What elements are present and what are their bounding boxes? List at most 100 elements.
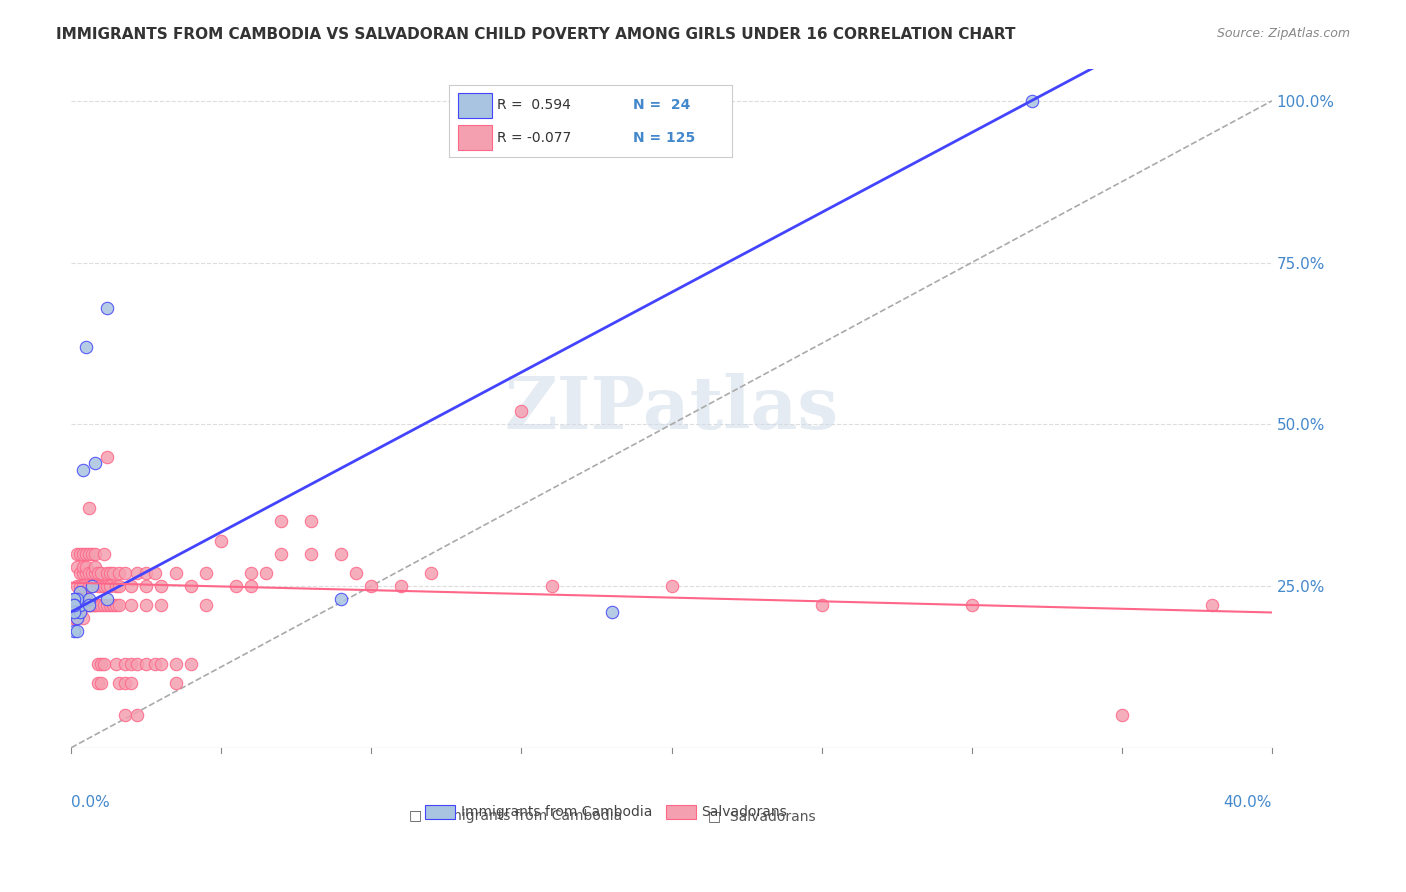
Point	[63, 605, 86, 619]
Point	[108, 579, 131, 593]
Point	[90, 599, 112, 613]
Point	[93, 599, 115, 613]
Point	[127, 657, 149, 671]
Point	[103, 566, 125, 580]
Point	[82, 599, 104, 613]
Point	[270, 547, 292, 561]
Point	[69, 599, 91, 613]
Point	[63, 599, 86, 613]
Point	[84, 547, 107, 561]
Point	[420, 566, 443, 580]
Point	[209, 533, 232, 548]
Point	[127, 566, 149, 580]
Point	[114, 708, 136, 723]
Text: □  Immigrants from Cambodia: □ Immigrants from Cambodia	[409, 809, 621, 822]
Point	[299, 547, 322, 561]
Point	[150, 657, 173, 671]
Point	[72, 559, 94, 574]
Point	[63, 624, 86, 639]
Point	[120, 657, 142, 671]
Point	[72, 579, 94, 593]
Point	[270, 514, 292, 528]
Point	[96, 301, 118, 315]
Point	[69, 605, 91, 619]
Point	[90, 579, 112, 593]
Point	[63, 605, 86, 619]
Point	[69, 599, 91, 613]
Point	[330, 591, 353, 606]
Point	[240, 579, 263, 593]
Point	[225, 579, 247, 593]
Point	[63, 599, 86, 613]
Text: IMMIGRANTS FROM CAMBODIA VS SALVADORAN CHILD POVERTY AMONG GIRLS UNDER 16 CORREL: IMMIGRANTS FROM CAMBODIA VS SALVADORAN C…	[56, 27, 1015, 42]
Point	[150, 599, 173, 613]
Point	[84, 599, 107, 613]
Point	[254, 566, 277, 580]
Point	[98, 599, 121, 613]
Point	[66, 599, 89, 613]
Point	[165, 566, 187, 580]
Point	[82, 599, 104, 613]
Point	[105, 657, 128, 671]
Point	[114, 676, 136, 690]
Text: Salvadorans: Salvadorans	[702, 805, 787, 819]
Point	[84, 456, 107, 470]
Point	[1201, 599, 1223, 613]
Point	[77, 591, 100, 606]
Point	[135, 599, 157, 613]
Point	[69, 585, 91, 599]
Point	[75, 599, 97, 613]
Text: Source: ZipAtlas.com: Source: ZipAtlas.com	[1216, 27, 1350, 40]
Point	[600, 605, 623, 619]
Point	[105, 599, 128, 613]
Point	[195, 566, 218, 580]
Point	[96, 450, 118, 464]
Point	[299, 514, 322, 528]
Point	[108, 566, 131, 580]
Point	[75, 591, 97, 606]
Point	[75, 566, 97, 580]
Point	[108, 599, 131, 613]
Point	[66, 605, 89, 619]
Point	[96, 566, 118, 580]
Point	[77, 566, 100, 580]
Point	[72, 547, 94, 561]
Point	[540, 579, 562, 593]
Point	[96, 579, 118, 593]
Point	[93, 657, 115, 671]
Point	[72, 591, 94, 606]
Point	[135, 566, 157, 580]
Point	[66, 624, 89, 639]
Point	[63, 599, 86, 613]
Text: □  Salvadorans: □ Salvadorans	[707, 809, 815, 822]
Point	[143, 657, 166, 671]
Point	[165, 657, 187, 671]
Point	[120, 579, 142, 593]
Point	[69, 599, 91, 613]
Point	[960, 599, 983, 613]
FancyBboxPatch shape	[426, 805, 456, 819]
Point	[84, 599, 107, 613]
Point	[135, 657, 157, 671]
Point	[120, 676, 142, 690]
Point	[63, 611, 86, 625]
Text: ZIPatlas: ZIPatlas	[505, 373, 838, 443]
Point	[72, 566, 94, 580]
Point	[66, 611, 89, 625]
Point	[77, 501, 100, 516]
Point	[135, 579, 157, 593]
Point	[63, 591, 86, 606]
Point	[391, 579, 413, 593]
Point	[69, 579, 91, 593]
Point	[77, 599, 100, 613]
Point	[82, 547, 104, 561]
Point	[82, 566, 104, 580]
Point	[75, 340, 97, 354]
Point	[98, 566, 121, 580]
Point	[87, 676, 110, 690]
Point	[69, 591, 91, 606]
Point	[77, 579, 100, 593]
Point	[150, 579, 173, 593]
Point	[63, 605, 86, 619]
Point	[66, 599, 89, 613]
